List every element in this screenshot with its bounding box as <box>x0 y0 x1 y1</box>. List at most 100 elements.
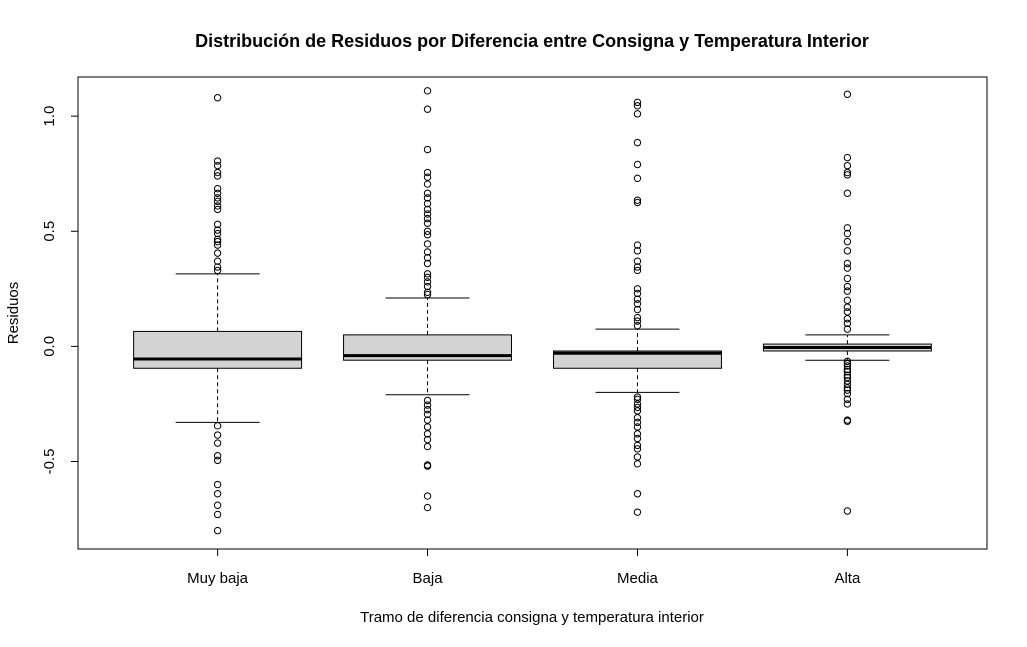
outlier-point <box>843 315 852 323</box>
outlier-point <box>423 423 432 431</box>
y-tick-label: 0.0 <box>41 336 58 357</box>
outlier-point <box>423 105 432 113</box>
outlier-point <box>423 278 432 286</box>
outlier-point <box>633 138 642 147</box>
outlier-point <box>423 87 432 95</box>
outlier-point <box>213 189 222 197</box>
outlier-point <box>213 422 222 430</box>
outlier-point <box>633 263 642 271</box>
outlier-point <box>633 460 642 468</box>
y-axis: -0.5 0.0 0.5 1.0 <box>41 106 79 474</box>
outlier-point <box>843 259 852 268</box>
outlier-point <box>633 430 642 438</box>
outlier-point <box>213 237 222 246</box>
outlier-point <box>213 161 222 170</box>
chart-title: Distribución de Residuos por Diferencia … <box>195 31 869 51</box>
outlier-point <box>213 266 222 275</box>
outlier-point <box>213 94 222 102</box>
outlier-point <box>423 273 432 282</box>
outlier-point <box>633 247 642 255</box>
outlier-point <box>213 235 222 244</box>
outlier-point <box>423 219 432 227</box>
outlier-point <box>843 319 852 328</box>
outlier-point <box>633 317 642 325</box>
outlier-point <box>633 407 642 415</box>
outlier-point <box>423 410 432 419</box>
outlier-point <box>843 377 852 385</box>
outlier-point <box>843 171 852 179</box>
outlier-point <box>423 210 432 218</box>
outlier-point <box>423 168 432 177</box>
outlier-point <box>633 321 642 330</box>
outlier-point <box>423 259 432 268</box>
outlier-point <box>423 288 432 296</box>
outlier-point <box>213 229 222 238</box>
outlier-point <box>633 160 642 169</box>
outlier-point <box>633 196 642 204</box>
outlier-point <box>423 503 432 512</box>
outlier-point <box>843 229 852 238</box>
outlier-point <box>843 237 852 246</box>
outlier-point <box>633 300 642 308</box>
outlier-point <box>633 423 642 431</box>
outlier-point <box>633 285 642 293</box>
outlier-point <box>423 442 432 451</box>
outlier-point <box>423 189 432 197</box>
outlier-point <box>843 274 852 283</box>
outlier-point <box>633 313 642 322</box>
outlier-point <box>843 325 852 333</box>
outlier-point <box>633 102 642 110</box>
outlier-point <box>213 452 222 460</box>
outlier-point <box>633 400 642 408</box>
outlier-point <box>213 205 222 214</box>
x-tick-label: Muy baja <box>187 570 249 587</box>
outlier-point <box>423 173 432 181</box>
y-tick-label: 0.5 <box>41 221 58 242</box>
outlier-point <box>633 434 642 443</box>
outlier-point <box>633 110 642 118</box>
outlier-point <box>213 501 222 509</box>
y-tick-label: 1.0 <box>41 106 58 127</box>
outlier-point <box>423 401 432 409</box>
outlier-point <box>843 264 852 272</box>
outlier-point <box>843 224 852 232</box>
outlier-point <box>423 199 432 208</box>
outlier-point <box>423 406 432 414</box>
outlier-point <box>213 172 222 180</box>
outlier-point <box>633 241 642 249</box>
outlier-point <box>843 371 852 379</box>
outlier-point <box>213 431 222 439</box>
outlier-point <box>843 161 852 170</box>
x-tick-label: Media <box>617 570 659 587</box>
outlier-point <box>423 240 432 248</box>
outlier-point <box>633 257 642 265</box>
outlier-point <box>423 492 432 500</box>
outlier-point <box>633 453 642 461</box>
outlier-point <box>633 393 642 401</box>
outlier-point <box>843 308 852 316</box>
box-baja <box>343 87 513 512</box>
outlier-point <box>423 435 432 444</box>
outlier-point <box>843 359 852 368</box>
outlier-point <box>423 462 432 470</box>
outlier-point <box>843 507 852 515</box>
outlier-point <box>213 194 222 202</box>
x-axis: Muy baja Baja Media Alta <box>187 549 861 587</box>
outlier-point <box>213 202 222 210</box>
outlier-point <box>843 168 852 177</box>
outlier-point <box>633 266 642 275</box>
outlier-point <box>423 231 432 239</box>
outlier-point <box>843 380 852 389</box>
outlier-point <box>213 510 222 519</box>
outlier-point <box>843 287 852 295</box>
outlier-point <box>633 305 642 314</box>
iqr-box <box>133 330 303 369</box>
outlier-point <box>213 197 222 206</box>
outlier-point <box>423 416 432 424</box>
outlier-point <box>633 295 642 303</box>
box-alta <box>762 90 932 515</box>
outlier-point <box>843 417 852 425</box>
outlier-point <box>423 248 432 256</box>
outlier-point <box>213 157 222 165</box>
outlier-point <box>633 414 642 422</box>
